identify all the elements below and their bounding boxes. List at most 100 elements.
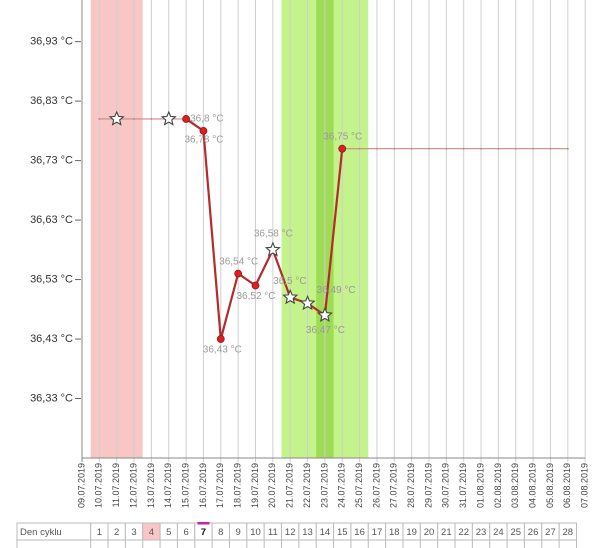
value-label: 36,78 °C bbox=[184, 134, 223, 145]
x-tick-label: 13.07.2019 bbox=[146, 463, 156, 508]
cycle-day: 10 bbox=[250, 527, 261, 538]
cycle-day: 5 bbox=[166, 527, 171, 538]
star-marker bbox=[282, 288, 299, 305]
x-tick-label: 29.07.2019 bbox=[423, 463, 433, 508]
cycle-day: 21 bbox=[441, 527, 452, 538]
small-point bbox=[428, 147, 430, 150]
y-tick-label: 36,43 °C bbox=[30, 333, 73, 345]
value-label: 36,8 °C bbox=[190, 114, 223, 125]
small-point bbox=[150, 117, 153, 120]
cycle-day: 16 bbox=[354, 527, 365, 538]
point bbox=[251, 281, 260, 290]
small-point bbox=[497, 147, 500, 150]
cycle-day: 22 bbox=[458, 527, 469, 538]
small-point bbox=[375, 147, 378, 150]
cycle-day: 25 bbox=[510, 527, 521, 538]
cycle-day: 2 bbox=[114, 527, 119, 538]
cycle-day: 19 bbox=[406, 527, 417, 538]
x-tick-label: 30.07.2019 bbox=[441, 463, 451, 508]
y-tick-label: 36,33 °C bbox=[30, 392, 73, 404]
small-point bbox=[133, 117, 136, 120]
x-tick-label: 12.07.2019 bbox=[128, 463, 138, 508]
y-tick-label: 36,53 °C bbox=[30, 273, 73, 285]
x-tick-label: 28.07.2019 bbox=[406, 463, 416, 508]
series-line bbox=[185, 118, 344, 340]
cycle-day: 20 bbox=[424, 527, 435, 538]
x-tick-label: 04.08.2019 bbox=[527, 463, 537, 508]
x-tick-label: 18.07.2019 bbox=[233, 463, 243, 508]
cycle-day: 7 bbox=[201, 527, 206, 538]
x-tick-label: 19.07.2019 bbox=[250, 463, 260, 508]
x-tick-label: 25.07.2019 bbox=[354, 463, 364, 508]
x-tick-label: 24.07.2019 bbox=[337, 463, 347, 508]
cycle-day: 18 bbox=[389, 527, 400, 538]
x-tick-label: 27.07.2019 bbox=[389, 463, 399, 508]
x-tick-label: 15.07.2019 bbox=[180, 463, 190, 508]
x-tick-label: 16.07.2019 bbox=[198, 463, 208, 508]
x-tick-label: 05.08.2019 bbox=[545, 463, 555, 508]
x-tick-label: 06.08.2019 bbox=[562, 463, 572, 508]
point bbox=[338, 144, 347, 153]
star-marker bbox=[299, 294, 316, 311]
value-label: 36,75 °C bbox=[323, 131, 362, 142]
cycle-day: 12 bbox=[285, 527, 296, 538]
value-label: 36,49 °C bbox=[317, 285, 356, 296]
value-label: 36,58 °C bbox=[254, 228, 293, 239]
cycle-day: 8 bbox=[218, 527, 223, 538]
cycle-day: 9 bbox=[236, 527, 241, 538]
cycle-day: 26 bbox=[528, 527, 539, 538]
star-marker bbox=[108, 110, 125, 126]
cycle-day: 14 bbox=[320, 527, 331, 538]
small-point bbox=[445, 147, 448, 150]
x-tick-label: 11.07.2019 bbox=[111, 463, 121, 507]
value-label: 36,43 °C bbox=[203, 345, 242, 356]
x-tick-label: 31.07.2019 bbox=[458, 463, 468, 508]
x-tick-label: 26.07.2019 bbox=[371, 463, 381, 508]
x-tick-label: 10.07.2019 bbox=[94, 463, 104, 508]
cycle-day: 23 bbox=[476, 527, 487, 538]
x-tick-label: 17.07.2019 bbox=[215, 463, 225, 508]
y-tick-label: 36,63 °C bbox=[30, 214, 73, 226]
x-tick-label: 20.07.2019 bbox=[267, 463, 277, 508]
cycle-day: 24 bbox=[493, 527, 504, 538]
table-label: Den cyklu bbox=[20, 527, 62, 538]
star-marker bbox=[160, 110, 177, 126]
small-point bbox=[514, 147, 517, 150]
cycle-day: 15 bbox=[337, 527, 348, 538]
small-point bbox=[410, 147, 413, 150]
small-point bbox=[549, 147, 552, 150]
star-marker bbox=[316, 306, 333, 323]
x-tick-label: 23.07.2019 bbox=[319, 463, 329, 508]
x-tick-label: 01.08.2019 bbox=[475, 463, 485, 508]
cycle-day: 6 bbox=[183, 527, 188, 538]
value-label: 36,54 °C bbox=[219, 256, 258, 267]
cycle-day: 3 bbox=[131, 527, 136, 538]
small-point bbox=[566, 147, 569, 150]
x-tick-label: 22.07.2019 bbox=[302, 463, 312, 508]
point bbox=[199, 126, 208, 135]
x-tick-label: 07.08.2019 bbox=[580, 463, 590, 508]
x-tick-label: 09.07.2019 bbox=[76, 463, 86, 508]
x-tick-label: 02.08.2019 bbox=[493, 463, 503, 508]
star-marker bbox=[264, 241, 281, 257]
cycle-day: 27 bbox=[545, 527, 556, 538]
cycle-day: 4 bbox=[149, 527, 154, 538]
small-point bbox=[480, 147, 483, 150]
table-cell bbox=[558, 522, 577, 541]
point bbox=[234, 269, 243, 278]
cycle-day: 13 bbox=[302, 527, 313, 538]
y-tick-label: 36,83 °C bbox=[30, 95, 73, 107]
small-point bbox=[393, 147, 396, 150]
y-tick-label: 36,73 °C bbox=[30, 155, 73, 167]
cycle-day: 17 bbox=[372, 527, 383, 538]
x-tick-label: 14.07.2019 bbox=[163, 463, 173, 508]
table-row2 bbox=[16, 539, 577, 548]
point bbox=[182, 115, 191, 123]
small-point bbox=[358, 147, 361, 150]
value-label: 36,52 °C bbox=[237, 291, 276, 302]
x-tick-label: 03.08.2019 bbox=[510, 463, 520, 508]
y-tick-label: 36,93 °C bbox=[30, 36, 73, 48]
small-point bbox=[98, 117, 101, 120]
small-point bbox=[532, 147, 535, 150]
